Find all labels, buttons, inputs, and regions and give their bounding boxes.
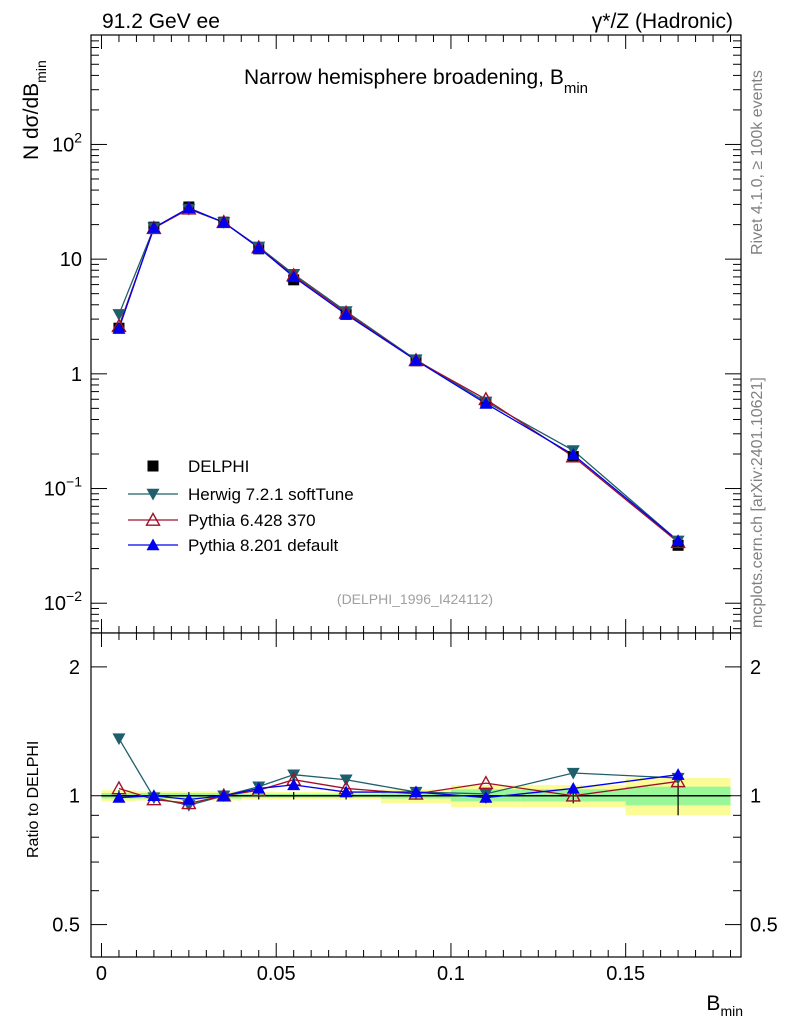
ratio-point-pythia8-10	[671, 768, 685, 780]
point-pythia8-1	[147, 221, 161, 233]
point-pythia8-7	[409, 353, 423, 366]
mcplots-label: mcplots.cern.ch [arXiv:2401.10621]	[749, 377, 766, 628]
header-energy: 91.2 GeV ee	[102, 10, 220, 33]
x-tick-label-2: 0.1	[437, 963, 465, 985]
ratio-point-pythia8-9	[566, 781, 580, 794]
ratio-ytick-label-left-2: 2	[69, 657, 80, 679]
ratio-point-herwig-6	[339, 774, 353, 787]
point-pythia8-3	[217, 215, 231, 228]
ratio-point-pythia6-9	[565, 787, 581, 802]
ratio-ytick-label-left-1: 1	[69, 786, 80, 808]
chart-title: Narrow hemisphere broadening, Bmin	[244, 66, 588, 97]
ratio-point-pythia8-2	[182, 792, 196, 805]
legend-marker-pythia6	[145, 512, 161, 526]
x-tick-label-1: 0.05	[257, 963, 296, 985]
ytick-exp: 2	[74, 129, 82, 145]
ratio-series-layer	[101, 733, 731, 816]
chart-title-sub: min	[564, 80, 588, 97]
ratio-ytick-label-right-0: 0.5	[750, 915, 778, 937]
ratio-panel: 0.5 0.5 1 1 2 2 0 0.05 0.1 0.15 Ratio to DELPHI B…	[25, 632, 778, 1019]
ratio-point-pythia8-6	[339, 785, 353, 798]
legend-label-delphi: DELPHI	[188, 457, 249, 476]
point-pythia8-4	[252, 241, 266, 253]
main-ytick-label-3: 10	[60, 249, 82, 271]
legend-marker-delphi	[147, 460, 159, 472]
ytick-base: 10	[44, 479, 66, 501]
ratio-point-pythia8-0	[112, 791, 126, 803]
ratio-point-pythia8-7	[409, 785, 423, 798]
main-plot-area	[91, 35, 741, 633]
rivet-label: Rivet 4.1.0, ≥ 100k events	[749, 70, 766, 255]
x-axis-label-sub: min	[720, 1003, 743, 1019]
main-series-layer	[111, 200, 686, 551]
chart-title-main: Narrow hemisphere broadening, B	[244, 66, 564, 89]
x-axis-label: Bmin	[706, 992, 743, 1019]
legend-marker-herwig	[146, 488, 160, 501]
point-herwig-0	[112, 309, 126, 321]
ratio-point-herwig-5	[287, 769, 301, 782]
point-pythia8-9	[566, 448, 580, 460]
main-ylabel: N dσ/dBmin	[20, 60, 49, 160]
ratio-point-pythia8-1	[147, 789, 161, 801]
x-axis-label-text: B	[706, 992, 720, 1015]
ratio-point-pythia8-4	[252, 781, 266, 794]
header-process: γ*/Z (Hadronic)	[592, 10, 733, 33]
ratio-point-herwig-9	[566, 767, 580, 780]
point-pythia8-6	[339, 307, 353, 320]
legend-label-pythia6: Pythia 6.428 370	[188, 511, 316, 530]
ytick-exp: −1	[66, 474, 82, 490]
ytick-base: 10	[52, 134, 74, 156]
main-ytick-label-1: 10−1	[44, 474, 82, 501]
legend-marker-pythia8	[146, 538, 160, 551]
ratio-ytick-label-right-1: 1	[750, 786, 761, 808]
point-pythia8-5	[287, 270, 301, 283]
analysis-watermark: (DELPHI_1996_I424112)	[337, 591, 493, 607]
ratio-point-pythia6-8	[478, 775, 494, 790]
main-ylabel-sub: min	[33, 60, 49, 83]
ytick-base: 10	[44, 593, 66, 615]
point-pythia8-10	[671, 534, 685, 547]
main-ytick-label-4: 102	[52, 129, 82, 156]
main-ytick-label-2: 1	[71, 364, 82, 386]
ratio-point-pythia8-5	[287, 778, 301, 791]
x-tick-label-0: 0	[96, 963, 107, 985]
ytick-exp: −2	[66, 588, 82, 604]
main-ytick-label-0: 10−2	[44, 588, 82, 615]
main-ylabel-text: N dσ/dB	[20, 83, 43, 160]
ratio-ylabel: Ratio to DELPHI	[25, 741, 42, 858]
ratio-point-herwig-0	[112, 733, 126, 746]
ratio-axes: 0.5 0.5 1 1 2 2 0 0.05 0.1 0.15	[52, 632, 778, 985]
main-frame-bg	[91, 35, 741, 633]
point-pythia8-0	[112, 322, 126, 334]
legend: DELPHI Herwig 7.2.1 softTune Pythia 6.428 …	[128, 457, 354, 555]
ratio-point-pythia6-10	[670, 773, 686, 788]
ratio-point-pythia8-8	[479, 791, 493, 803]
x-tick-label-3: 0.15	[606, 963, 645, 985]
ratio-ytick-label-right-2: 2	[750, 657, 761, 679]
point-pythia8-8	[479, 397, 493, 409]
ratio-ytick-label-left-0: 0.5	[52, 915, 80, 937]
point-pythia8-2	[182, 201, 196, 214]
legend-label-herwig: Herwig 7.2.1 softTune	[188, 485, 354, 504]
legend-label-pythia8: Pythia 8.201 default	[188, 536, 339, 555]
ratio-point-pythia8-3	[217, 789, 231, 801]
